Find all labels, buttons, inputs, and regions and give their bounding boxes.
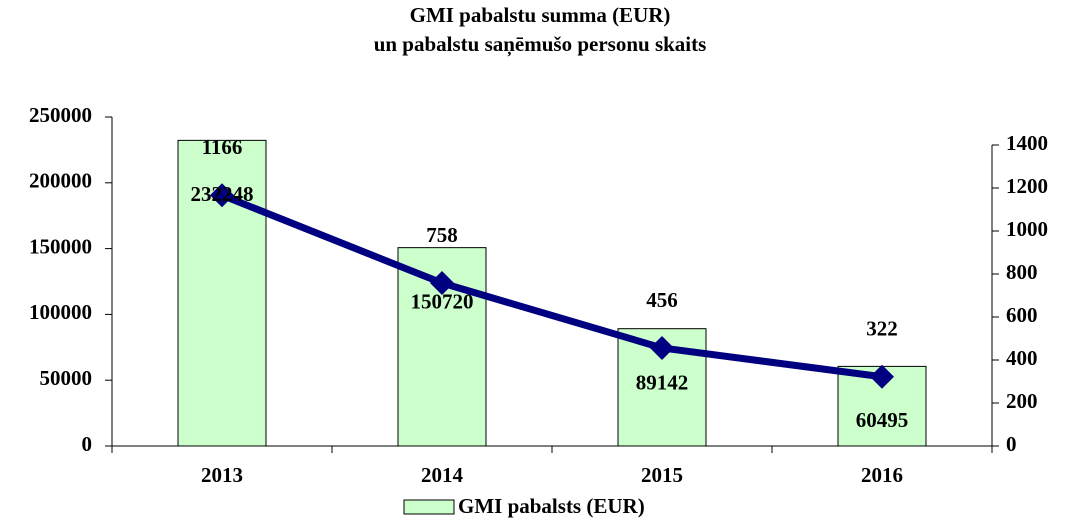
marker [870,364,894,389]
y2-tick-label: 400 [1006,346,1038,370]
y2-tick-label: 1400 [1006,131,1048,155]
legend-label: GMI pabalsts (EUR) [458,494,645,518]
y2-tick-label: 200 [1006,389,1038,413]
data-label: 232248 [191,182,254,206]
x-tick-label: 2013 [201,463,243,487]
y2-tick-label: 800 [1006,260,1038,284]
line [220,192,883,381]
marker [650,335,674,360]
legend-swatch [403,499,455,515]
marker [430,271,454,296]
y2-tick-label: 1200 [1006,174,1048,198]
y2-tick-label: 600 [1006,303,1038,327]
data-label: 1166 [202,135,243,159]
chart-title: un pabalstu saņēmušo personu skaits [374,32,707,57]
y-tick-label: 200000 [29,169,92,193]
y-tick-label: 50000 [40,366,93,390]
data-label: 60495 [856,408,909,432]
data-label: 322 [866,317,898,341]
y-tick-label: 150000 [29,234,92,258]
data-label: 758 [426,223,458,247]
chart-title: GMI pabalstu summa (EUR) [410,3,671,27]
marker [210,183,234,208]
y-tick-label: 100000 [29,300,92,324]
data-label: 89142 [636,371,689,395]
y2-tick-label: 1000 [1006,217,1048,241]
x-tick-label: 2014 [421,463,464,487]
x-tick-label: 2016 [861,463,903,487]
y-tick-label: 0 [82,432,93,456]
data-label: 456 [646,288,678,312]
y-tick-label: 250000 [29,103,92,127]
x-tick-label: 2015 [641,463,683,487]
data-label: 150720 [411,289,474,313]
y2-tick-label: 0 [1006,432,1017,456]
